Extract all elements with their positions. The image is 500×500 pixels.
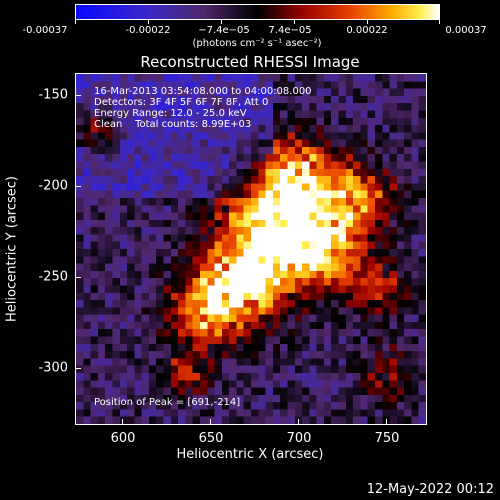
peak-position-label: Position of Peak = [691,-214] — [94, 397, 241, 408]
x-axis-tick-label: 650 — [198, 431, 224, 446]
colorbar-tick — [221, 19, 222, 24]
colorbar-tick-label: −7.4e−05 — [198, 25, 250, 36]
colorbar-tick — [148, 19, 149, 24]
x-axis-tick — [298, 419, 299, 425]
colorbar-tick — [294, 19, 295, 24]
y-axis-tick-label: -300 — [38, 360, 68, 376]
colorbar-tick — [367, 19, 368, 24]
colorbar-gradient — [76, 5, 439, 19]
rhessi-image-heatmap — [76, 74, 426, 424]
energy-range-label: Energy Range: 12.0 - 25.0 keV — [94, 108, 247, 119]
x-axis-tick-label: 700 — [286, 431, 312, 446]
colorbar-tick — [75, 19, 76, 24]
x-axis-title: Heliocentric X (arcsec) — [176, 447, 324, 462]
colorbar-units: (photons cm⁻² s⁻¹ asec⁻²) — [192, 38, 322, 49]
y-axis-tick — [75, 368, 81, 369]
y-axis-tick-label: -150 — [38, 87, 68, 103]
colorbar-tick-label: 7.4e−05 — [268, 25, 312, 36]
time-range-label: 16-Mar-2013 03:54:08.000 to 04:00:08.000 — [94, 86, 312, 97]
y-axis-tick-label: -250 — [38, 269, 68, 285]
colorbar-tick-label: 0.00037 — [445, 25, 487, 36]
colorbar-tick-label: -0.00022 — [125, 25, 171, 36]
colorbar-tick-label: -0.00037 — [22, 25, 68, 36]
x-axis-tick — [210, 419, 211, 425]
y-axis-tick — [75, 95, 81, 96]
x-axis-tick — [386, 419, 387, 425]
y-axis-title: Heliocentric Y (arcsec) — [4, 176, 20, 322]
colorbar — [75, 4, 440, 20]
colorbar-tick — [439, 19, 440, 24]
detectors-label: Detectors: 3F 4F 5F 6F 7F 8F, Att 0 — [94, 97, 269, 108]
colorbar-tick-label: 0.00022 — [346, 25, 388, 36]
y-axis-tick — [75, 277, 81, 278]
x-axis-tick — [122, 419, 123, 425]
plot-datestamp: 12-May-2022 00:12 — [366, 482, 494, 497]
y-axis-tick-label: -200 — [38, 178, 68, 194]
rhessi-image-plot: 16-Mar-2013 03:54:08.000 to 04:00:08.000… — [75, 73, 427, 425]
method-counts-label: Clean Total counts: 8.99E+03 — [94, 119, 252, 130]
x-axis-tick-label: 600 — [110, 431, 136, 446]
image-title: Reconstructed RHESSI Image — [140, 53, 360, 71]
x-axis-tick-label: 750 — [374, 431, 400, 446]
y-axis-tick — [75, 186, 81, 187]
